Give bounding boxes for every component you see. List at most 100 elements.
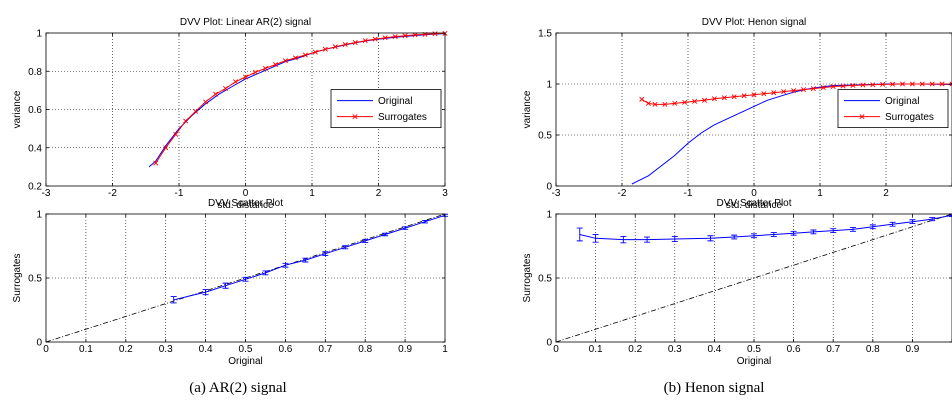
data-point — [761, 91, 767, 97]
data-point — [909, 81, 915, 87]
x-tick-label: 0.4 — [199, 344, 213, 355]
y-tick-label: 1 — [36, 210, 42, 221]
x-tick-label: -1 — [175, 188, 184, 199]
x-tick-label: 0.3 — [159, 344, 173, 355]
caption-b: (b) Henon signal — [663, 380, 765, 396]
y-tick-label: 0.4 — [28, 143, 42, 154]
series-line-1 — [631, 83, 952, 185]
x-tick-label: 0.5 — [239, 344, 253, 355]
data-point — [282, 58, 288, 64]
chart-4: 0 0.1 0.2 0.3 0.4 0.5 0.6 0.7 0.8 0.9 0 0.5 1 DVV Sca… — [522, 198, 952, 367]
error-bar — [262, 270, 269, 276]
error-bar — [929, 217, 936, 222]
x-tick-label: 0.9 — [398, 344, 412, 355]
y-tick-label: 1 — [546, 210, 552, 221]
x-axis-label: std. distance — [726, 200, 783, 211]
data-point — [272, 62, 278, 68]
y-tick-label: 0.5 — [538, 131, 552, 142]
error-bar — [322, 251, 329, 257]
error-bar — [382, 232, 389, 237]
error-bar — [770, 232, 777, 237]
data-point — [302, 52, 308, 58]
chart-3: -3 -2 -1 0 1 2 0 0.5 1 1.5 DVV Plot: Henon signal s… — [522, 17, 952, 211]
error-bar — [592, 234, 599, 243]
data-point — [682, 99, 688, 105]
x-tick-label: 0.9 — [905, 344, 919, 355]
data-point — [332, 44, 338, 50]
data-point — [929, 81, 935, 87]
data-point — [153, 160, 159, 166]
data-point — [352, 40, 358, 46]
y-tick-label: 1 — [36, 29, 42, 40]
data-point — [382, 35, 388, 41]
error-bar — [869, 224, 876, 230]
data-point — [791, 88, 797, 94]
data-point — [751, 92, 757, 98]
chart-2: 0 0.1 0.2 0.3 0.4 0.5 0.6 0.7 0.8 0.9 1 0 0.5 1 DVV Sc… — [12, 198, 448, 367]
x-tick-label: 2 — [376, 188, 382, 199]
data-point — [412, 32, 418, 38]
data-point — [890, 81, 896, 87]
error-bar — [731, 234, 738, 240]
data-point — [432, 31, 438, 37]
legend-box — [330, 89, 442, 129]
x-tick-label: 0.7 — [826, 344, 840, 355]
error-bar — [302, 257, 309, 263]
error-bar — [402, 226, 409, 230]
data-point — [741, 93, 747, 99]
y-tick-label: 0.5 — [538, 274, 552, 285]
x-tick-label: 0 — [243, 188, 249, 199]
error-bar — [850, 226, 856, 232]
data-point — [402, 33, 408, 39]
x-tick-label: 0 — [751, 188, 757, 199]
legend-label: Original — [378, 96, 412, 107]
data-point — [800, 87, 807, 93]
data-point — [820, 85, 826, 91]
error-bar — [889, 221, 896, 227]
x-axis-label: std. distance — [217, 200, 274, 211]
data-point — [342, 41, 348, 47]
data-point — [645, 100, 651, 106]
data-point — [312, 49, 318, 55]
error-bar — [830, 228, 837, 234]
y-axis-label: Surrogates — [12, 254, 23, 303]
data-point — [692, 98, 698, 104]
caption-a: (a) AR(2) signal — [189, 380, 287, 396]
error-bar — [576, 227, 583, 242]
data-point — [880, 81, 886, 87]
x-tick-label: 0.6 — [278, 344, 292, 355]
error-bar — [202, 289, 209, 296]
error-bar — [362, 238, 369, 243]
data-point — [193, 108, 199, 114]
y-tick-label: 0 — [36, 338, 42, 349]
data-point — [731, 94, 737, 100]
data-point — [242, 74, 249, 80]
x-tick-label: 0.8 — [866, 344, 880, 355]
error-bar — [170, 296, 177, 304]
legend-label: Surrogates — [378, 112, 427, 123]
error-bar — [620, 235, 627, 244]
x-tick-label: 0.4 — [707, 344, 721, 355]
x-tick-label: 0.5 — [747, 344, 761, 355]
data-point — [830, 84, 836, 90]
data-point — [840, 83, 846, 89]
data-point — [372, 36, 378, 42]
legend-box — [837, 89, 949, 129]
x-tick-label: -1 — [684, 188, 693, 199]
data-point — [392, 34, 398, 40]
data-point — [781, 89, 787, 95]
x-tick-label: -2 — [618, 188, 627, 199]
y-tick-label: 0.8 — [28, 67, 42, 78]
x-tick-label: 1 — [817, 188, 823, 199]
x-tick-label: 0 — [553, 344, 559, 355]
y-tick-label: 0.2 — [28, 182, 42, 193]
data-point — [672, 100, 678, 106]
data-point — [662, 101, 668, 107]
error-bar — [242, 276, 249, 282]
y-axis-label: variance — [522, 90, 533, 128]
chart-title: DVV Scatter Plot — [208, 198, 283, 209]
y-tick-label: 1.5 — [538, 29, 552, 40]
legend-marker — [352, 114, 358, 120]
error-bar — [707, 235, 714, 242]
